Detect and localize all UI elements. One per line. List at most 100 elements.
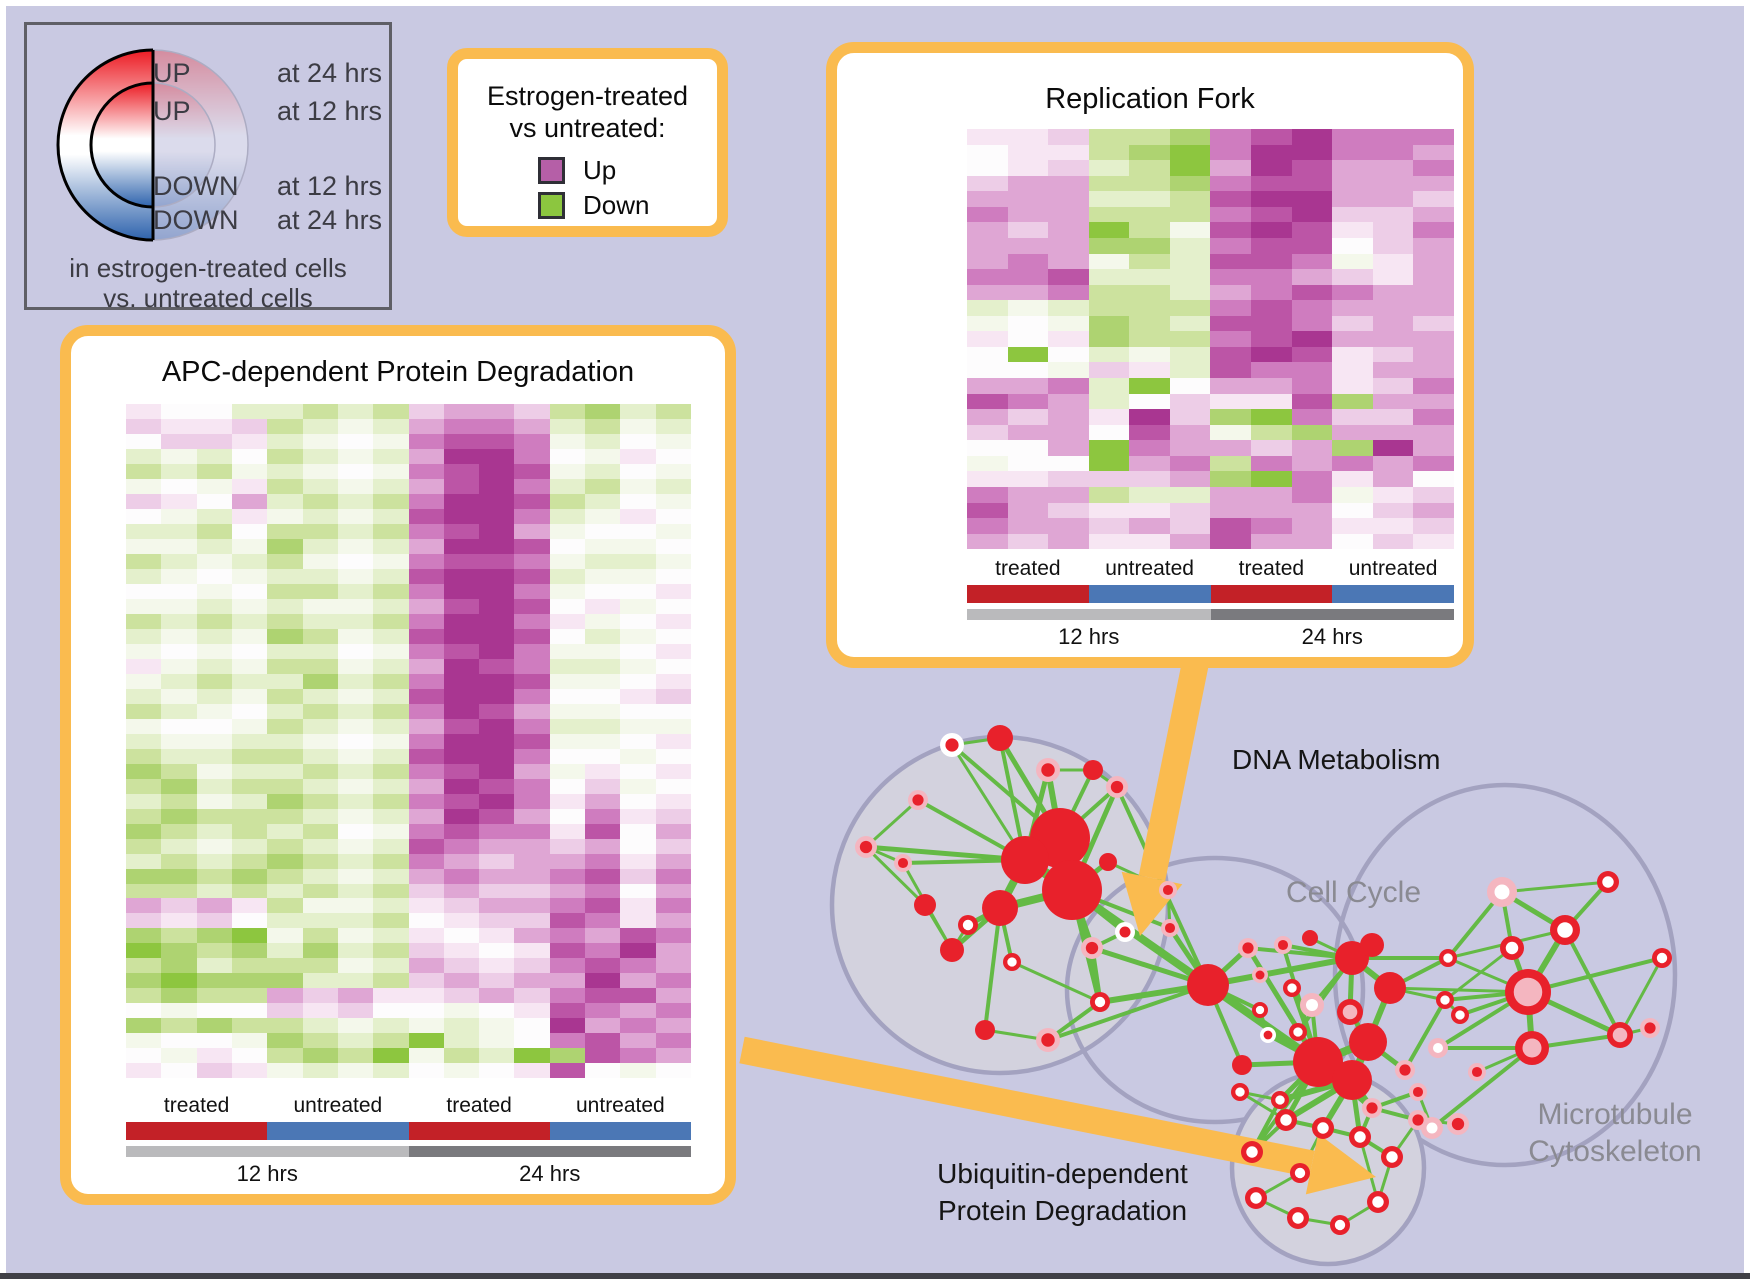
- heatmap-cell: [1048, 393, 1089, 410]
- heatmap-cell: [196, 538, 232, 554]
- heatmap-cell: [126, 733, 162, 749]
- heatmap-cell: [267, 628, 303, 644]
- gene-node-center: [1471, 1066, 1483, 1078]
- heatmap-cell: [514, 793, 550, 809]
- heatmap-cell: [1048, 191, 1089, 207]
- heatmap-cell: [408, 628, 444, 644]
- heatmap-cell: [1210, 533, 1252, 550]
- legend-item-down: Down: [538, 190, 649, 221]
- heatmap-cell: [196, 583, 232, 599]
- cell-cycle-label: Cell Cycle: [1286, 876, 1422, 909]
- heatmap-cell: [443, 748, 480, 764]
- heatmap-cell: [1007, 160, 1049, 176]
- heatmap-row: [967, 191, 1454, 207]
- heatmap-cell: [267, 928, 303, 944]
- heatmap-cell: [514, 643, 550, 659]
- network-edge: [1527, 956, 1663, 994]
- heatmap-cell: [443, 793, 480, 809]
- heatmap-cell: [126, 643, 162, 659]
- heatmap-row: [126, 568, 691, 584]
- heatmap-cell: [1332, 269, 1373, 285]
- heatmap-cell: [302, 583, 338, 599]
- heatmap-cell: [231, 643, 268, 659]
- heatmap-cell: [1291, 440, 1333, 456]
- apc-footer: treated untreated treated untreated 12 h…: [126, 1094, 691, 1194]
- heatmap-cell: [161, 883, 197, 899]
- heatmap-cell: [1372, 222, 1414, 238]
- heatmap-cell: [514, 703, 550, 719]
- heatmap-cell: [161, 778, 197, 794]
- heatmap-cell: [1169, 393, 1211, 410]
- heatmap-cell: [443, 418, 480, 434]
- heatmap-cell: [231, 523, 268, 539]
- heatmap-cell: [1048, 300, 1089, 316]
- heatmap-cell: [655, 973, 691, 989]
- heatmap-cell: [161, 688, 197, 704]
- heatmap-cell: [267, 868, 303, 884]
- heatmap-cell: [1129, 471, 1170, 487]
- heatmap-cell: [196, 1063, 232, 1079]
- heatmap-cell: [337, 613, 374, 629]
- heatmap-cell: [373, 448, 409, 464]
- heatmap-cell: [231, 868, 268, 884]
- heatmap-cell: [620, 793, 656, 809]
- heatmap-cell: [1251, 144, 1292, 161]
- heatmap-cell: [479, 883, 515, 899]
- heatmap-cell: [161, 418, 197, 434]
- heatmap-cell: [443, 508, 480, 524]
- heatmap-cell: [337, 1048, 374, 1064]
- heatmap-cell: [1007, 300, 1049, 316]
- heatmap-cell: [302, 988, 338, 1004]
- heatmap-cell: [373, 958, 409, 974]
- heatmap-row: [967, 253, 1454, 270]
- heatmap-cell: [302, 778, 338, 794]
- heatmap-cell: [443, 943, 480, 959]
- heatmap-cell: [231, 658, 268, 674]
- heatmap-cell: [1048, 175, 1089, 192]
- heatmap-cell: [1169, 471, 1211, 487]
- network-edge: [1501, 880, 1609, 894]
- heatmap-cell: [514, 538, 550, 554]
- legend-time-12: at 12 hrs: [277, 96, 383, 126]
- heatmap-row: [967, 393, 1454, 410]
- heatmap-cell: [585, 988, 621, 1004]
- heatmap-cell: [161, 1063, 197, 1079]
- heatmap-cell: [967, 424, 1008, 441]
- heatmap-cell: [514, 433, 550, 449]
- heatmap-cell: [1210, 253, 1252, 270]
- heatmap-cell: [655, 808, 691, 824]
- heatmap-cell: [161, 973, 197, 989]
- heatmap-cell: [1129, 160, 1170, 176]
- heatmap-cell: [373, 868, 409, 884]
- heatmap-cell: [1332, 144, 1373, 161]
- heatmap-cell: [479, 643, 515, 659]
- heatmap-cell: [231, 973, 268, 989]
- cond-treated-2: treated: [446, 1094, 512, 1117]
- heatmap-cell: [549, 718, 586, 734]
- heatmap-row: [967, 486, 1454, 503]
- heatmap-cell: [479, 718, 515, 734]
- heatmap-cell: [1332, 424, 1373, 441]
- heatmap-cell: [267, 523, 303, 539]
- heatmap-cell: [1332, 160, 1373, 176]
- heatmap-cell: [267, 658, 303, 674]
- heatmap-cell: [1413, 533, 1454, 550]
- heatmap-cell: [479, 808, 515, 824]
- heatmap-cell: [620, 463, 656, 479]
- heatmap-cell: [126, 943, 162, 959]
- heatmap-row: [967, 144, 1454, 161]
- heatmap-cell: [1129, 440, 1170, 456]
- heatmap-row: [967, 269, 1454, 285]
- heatmap-cell: [196, 883, 232, 899]
- gene-node-center: [1235, 1087, 1245, 1097]
- heatmap-cell: [443, 448, 480, 464]
- heatmap-cell: [1291, 486, 1333, 503]
- heatmap-cell: [443, 568, 480, 584]
- heatmap-cell: [231, 448, 268, 464]
- heatmap-cell: [1210, 486, 1252, 503]
- heatmap-cell: [1413, 502, 1454, 519]
- heatmap-cell: [620, 538, 656, 554]
- heatmap-cell: [161, 433, 197, 449]
- heatmap-cell: [126, 433, 162, 449]
- heatmap-cell: [1169, 191, 1211, 207]
